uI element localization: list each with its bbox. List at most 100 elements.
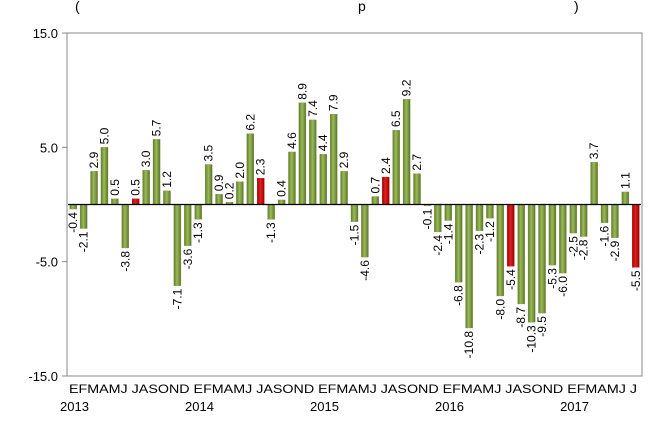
bar-20 <box>277 199 286 205</box>
data-label-22: 8.9 <box>295 83 309 100</box>
year-labels: 2013 2014 2015 2016 2017 <box>60 399 589 414</box>
bar-4 <box>111 198 119 205</box>
bar-1 <box>79 204 88 229</box>
data-label-20: 0.4 <box>275 180 289 197</box>
y-tick-label: -5.0 <box>36 255 58 270</box>
data-label-49: -2.8 <box>577 239 591 260</box>
bar-40 <box>486 204 494 219</box>
data-label-4: 0.5 <box>108 179 122 196</box>
bar-30 <box>382 176 390 205</box>
data-label-0: -0.4 <box>66 212 80 233</box>
bar-44 <box>527 204 536 323</box>
bar-10 <box>173 204 182 286</box>
bar-46 <box>548 204 557 266</box>
bar-31 <box>392 130 400 205</box>
y-tick-label: 15.0 <box>33 26 58 41</box>
x-month-labels: EFMAMJ JASOND EFMAMJ JASOND EFMAMJ JASON… <box>69 382 637 396</box>
data-label-37: -6.8 <box>452 285 466 306</box>
data-label-15: 0.2 <box>222 182 236 199</box>
bar-9 <box>163 190 171 205</box>
bar-51 <box>600 204 609 223</box>
data-label-50: 3.7 <box>587 142 601 159</box>
year-label: 2015 <box>310 399 339 414</box>
bar-38 <box>465 204 473 329</box>
bar-21 <box>288 151 296 205</box>
y-axis: 15.0 5.0 -5.0 -15.0 <box>28 26 67 384</box>
bar-52 <box>611 204 619 238</box>
data-label-30: 2.4 <box>379 157 393 174</box>
data-label-40: -1.2 <box>483 221 497 242</box>
data-label-44: -10.3 <box>525 325 539 353</box>
bar-32 <box>402 99 411 205</box>
top-fragment-mid: p <box>358 0 366 14</box>
data-label-9: 1.2 <box>160 171 174 188</box>
y-tick-label: -15.0 <box>28 369 58 384</box>
year-label: 2013 <box>60 399 89 414</box>
data-label-53: 1.1 <box>618 172 632 189</box>
data-label-25: 7.9 <box>327 94 341 111</box>
bar-29 <box>371 196 380 205</box>
data-label-51: -1.6 <box>598 225 612 246</box>
data-label-31: 6.5 <box>389 110 403 127</box>
data-label-29: 0.7 <box>368 176 382 193</box>
data-label-6: 0.5 <box>129 179 143 196</box>
data-label-10: -7.1 <box>170 288 184 309</box>
data-label-19: -1.3 <box>264 222 278 243</box>
data-label-34: -0.1 <box>420 208 434 229</box>
y-tick-label: 5.0 <box>40 140 58 155</box>
data-label-17: 6.2 <box>243 114 257 131</box>
data-label-21: 4.6 <box>285 132 299 149</box>
data-label-23: 7.4 <box>306 100 320 117</box>
bar-19 <box>267 204 275 220</box>
data-label-1: -2.1 <box>77 231 91 252</box>
data-label-36: -1.4 <box>441 223 455 244</box>
bar-18 <box>257 178 265 205</box>
bar-5 <box>121 204 129 249</box>
bar-45 <box>538 204 546 314</box>
data-label-42: -5.4 <box>504 269 518 290</box>
data-label-38: -10.8 <box>462 331 476 359</box>
data-label-47: -6.0 <box>556 276 570 297</box>
data-label-3: 5.0 <box>97 127 111 144</box>
data-label-52: -2.9 <box>608 240 622 261</box>
data-label-8: 5.7 <box>150 119 164 136</box>
data-label-16: 2.0 <box>233 162 247 179</box>
bar-50 <box>590 162 598 205</box>
top-fragment-right: ) <box>574 0 579 14</box>
bar-49 <box>580 204 588 237</box>
data-label-11: -3.6 <box>181 248 195 269</box>
data-label-39: -2.3 <box>473 233 487 254</box>
data-label-24: 4.4 <box>316 134 330 151</box>
year-label: 2014 <box>185 399 214 414</box>
bar-33 <box>413 173 421 205</box>
bar-23 <box>309 119 317 205</box>
bar-16 <box>236 181 244 205</box>
bar-22 <box>298 102 307 205</box>
bar-43 <box>517 204 525 305</box>
data-label-41: -8.0 <box>493 299 507 320</box>
bar-26 <box>340 171 348 205</box>
bars <box>69 99 640 329</box>
data-label-26: 2.9 <box>337 151 351 168</box>
bar-12 <box>194 204 202 220</box>
data-label-32: 9.2 <box>400 79 414 96</box>
bar-2 <box>90 171 98 205</box>
bar-48 <box>569 204 577 234</box>
data-label-46: -5.3 <box>545 268 559 289</box>
data-label-45: -9.5 <box>535 316 549 337</box>
data-label-48: -2.5 <box>566 236 580 257</box>
plot-area-border <box>66 32 643 377</box>
year-label: 2017 <box>560 399 589 414</box>
bar-54 <box>632 204 640 268</box>
data-label-14: 0.9 <box>212 174 226 191</box>
data-label-12: -1.3 <box>191 222 205 243</box>
data-label-35: -2.4 <box>431 235 445 256</box>
data-label-43: -8.7 <box>514 307 528 328</box>
bar-0 <box>69 204 77 210</box>
data-label-18: 2.3 <box>254 158 268 175</box>
bar-7 <box>142 170 150 205</box>
data-label-33: 2.7 <box>410 154 424 171</box>
data-label-5: -3.8 <box>118 251 132 272</box>
data-label-54: -5.5 <box>629 270 643 291</box>
